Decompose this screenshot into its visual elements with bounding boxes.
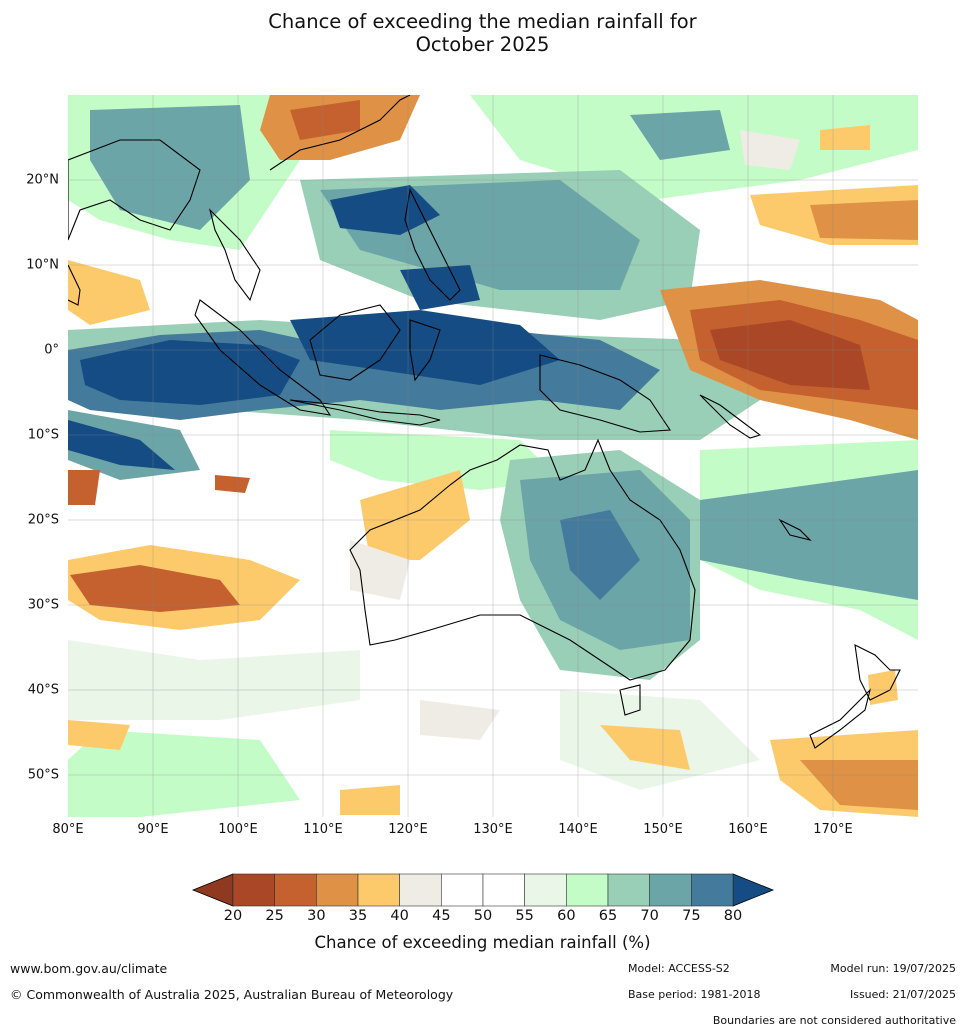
x-tick-label: 120°E xyxy=(388,822,428,837)
colorbar-tick-label: 70 xyxy=(640,908,659,924)
x-tick-label: 110°E xyxy=(303,822,343,837)
colorbar-swatch xyxy=(482,873,525,907)
colorbar-swatch xyxy=(566,873,609,907)
colorbar-swatch xyxy=(399,873,442,907)
map-field xyxy=(68,95,918,817)
colorbar-tick-label: 80 xyxy=(723,908,743,924)
x-tick-label: 150°E xyxy=(643,822,683,837)
colorbar xyxy=(191,873,775,907)
title-line-1: Chance of exceeding the median rainfall … xyxy=(268,10,697,33)
footer-issued: Issued: 21/07/2025 xyxy=(849,988,956,1001)
colorbar-swatch xyxy=(524,873,567,907)
y-tick-label: 20°S xyxy=(27,512,59,528)
colorbar-swatch xyxy=(607,873,650,907)
x-tick-label: 80°E xyxy=(52,822,84,837)
y-tick-label: 30°S xyxy=(27,597,59,613)
colorbar-tick-label: 50 xyxy=(473,908,493,924)
y-tick-label: 10°S xyxy=(27,427,59,443)
colorbar-tick-label: 65 xyxy=(598,908,618,924)
colorbar-under-arrow xyxy=(191,873,234,907)
title-line-2: October 2025 xyxy=(415,33,550,56)
colorbar-swatch xyxy=(649,873,692,907)
x-tick-label: 90°E xyxy=(137,822,169,837)
footer-copyright: © Commonwealth of Australia 2025, Austra… xyxy=(10,987,454,1002)
y-tick-label: 20°N xyxy=(26,172,59,188)
colorbar-tick-label: 35 xyxy=(348,908,368,924)
colorbar-tick-label: 75 xyxy=(682,908,701,924)
x-tick-label: 170°E xyxy=(813,822,853,837)
footer-model: Model: ACCESS-S2 xyxy=(628,962,730,975)
colorbar-title: Chance of exceeding median rainfall (%) xyxy=(314,933,651,952)
colorbar-tick-label: 45 xyxy=(432,908,451,924)
colorbar-swatch xyxy=(691,873,734,907)
footer-base-period: Base period: 1981-2018 xyxy=(628,988,761,1001)
y-tick-label: 50°S xyxy=(27,767,59,783)
colorbar-swatch xyxy=(232,873,275,907)
y-tick-label: 0° xyxy=(44,342,59,358)
x-tick-label: 160°E xyxy=(728,822,768,837)
colorbar-tick-label: 55 xyxy=(515,908,534,924)
x-tick-label: 130°E xyxy=(473,822,513,837)
colorbar-tick-label: 40 xyxy=(390,908,409,924)
footer-disclaimer: Boundaries are not considered authoritat… xyxy=(712,1014,956,1027)
footer-model-run: Model run: 19/07/2025 xyxy=(830,962,956,975)
footer-url: www.bom.gov.au/climate xyxy=(10,961,168,976)
colorbar-swatch xyxy=(441,873,484,907)
colorbar-swatch xyxy=(357,873,400,907)
x-tick-label: 140°E xyxy=(558,822,598,837)
colorbar-over-arrow xyxy=(732,873,775,907)
colorbar-tick-label: 25 xyxy=(265,908,284,924)
colorbar-tick-label: 60 xyxy=(557,908,576,924)
colorbar-swatch xyxy=(274,873,317,907)
map-title: Chance of exceeding the median rainfall … xyxy=(0,10,965,56)
colorbar-swatch xyxy=(316,873,359,907)
y-tick-label: 40°S xyxy=(27,682,59,698)
colorbar-tick-label: 30 xyxy=(307,908,326,924)
colorbar-tick-label: 20 xyxy=(223,908,243,924)
y-tick-label: 10°N xyxy=(26,257,59,273)
x-tick-label: 100°E xyxy=(218,822,258,837)
graticule xyxy=(68,95,918,817)
